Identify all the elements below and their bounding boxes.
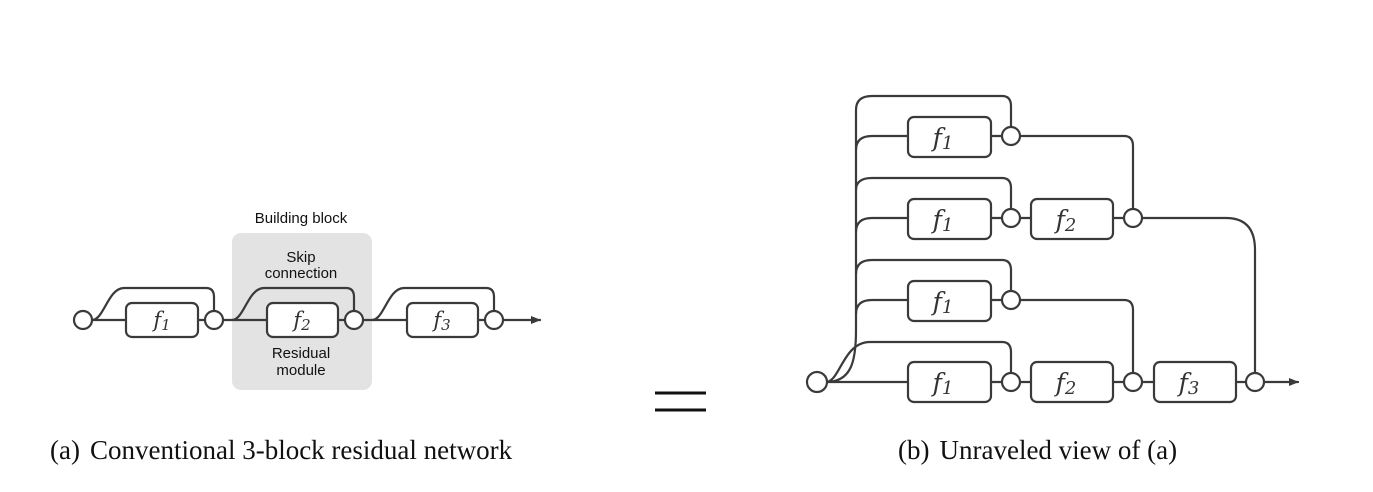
addition-node-3	[483, 309, 505, 331]
fanout-to-row3-branch	[854, 298, 910, 316]
row2-addition-node-1	[1000, 207, 1022, 229]
row4-function-label-f1: f1	[931, 368, 954, 399]
input-node-b	[805, 370, 829, 394]
row4-function-label-f2: f2	[1054, 368, 1077, 399]
row4-function-label-f3: f3	[1177, 368, 1200, 399]
function-box-f1	[124, 301, 200, 339]
skip-connection-label-line1: Skip	[286, 249, 315, 266]
panel-a: Building block Skip connection Residual …	[50, 210, 542, 465]
input-node	[72, 309, 94, 331]
addition-node-1	[203, 309, 225, 331]
skip-connection-2	[230, 286, 356, 322]
row1-function-label-f1: f1	[931, 123, 954, 154]
equals-sign	[655, 391, 706, 412]
row3-function-label-f1: f1	[931, 287, 954, 318]
skip-connection-3	[370, 286, 496, 322]
fanout-to-row1-branch	[854, 134, 910, 152]
caption-b-tag: (b)	[898, 435, 929, 465]
caption-b: (b) Unraveled view of (a)	[898, 435, 1177, 465]
skip-connection-1	[90, 286, 216, 322]
function-box-f2	[265, 301, 340, 339]
skip-connection-label-line2: connection	[265, 265, 338, 282]
residual-module-label-line1: Residual	[272, 345, 330, 362]
fanout-to-row2-skip	[854, 176, 1013, 211]
function-box-f3	[405, 301, 480, 339]
row3-merge-into-row4	[1018, 298, 1135, 375]
panel-b: f1 f1 f2 f1 f1 f2 f3 (b) Unr	[805, 94, 1300, 465]
caption-a-tag: (a)	[50, 435, 80, 465]
fanout-to-row4-skip	[824, 340, 1013, 384]
fanout-to-row3-skip	[854, 258, 1013, 293]
row2-merge-into-output	[1140, 216, 1257, 375]
row1-addition-node	[1000, 125, 1022, 147]
function-label-f2: f2	[291, 308, 310, 334]
caption-a: (a) Conventional 3-block residual network	[50, 435, 513, 465]
residual-module-label-line2: module	[276, 362, 325, 379]
row2-addition-node-2	[1122, 207, 1144, 229]
row4-addition-node-2	[1122, 371, 1144, 393]
fanout-to-row2-branch	[854, 216, 910, 234]
caption-a-text: Conventional 3-block residual network	[90, 435, 513, 465]
row4-addition-node-1	[1000, 371, 1022, 393]
caption-b-text: Unraveled view of (a)	[939, 435, 1177, 465]
row4-addition-node-3	[1244, 371, 1266, 393]
addition-node-2	[343, 309, 365, 331]
row3-addition-node	[1000, 289, 1022, 311]
function-label-f3: f3	[431, 308, 450, 334]
row1-merge-into-row2	[1018, 134, 1135, 211]
function-label-f1: f1	[151, 308, 170, 334]
fanout-to-row1-skip	[824, 94, 1013, 384]
row2-function-label-f2: f2	[1054, 205, 1077, 236]
row2-function-label-f1: f1	[931, 205, 954, 236]
building-block-label: Building block	[255, 210, 348, 227]
